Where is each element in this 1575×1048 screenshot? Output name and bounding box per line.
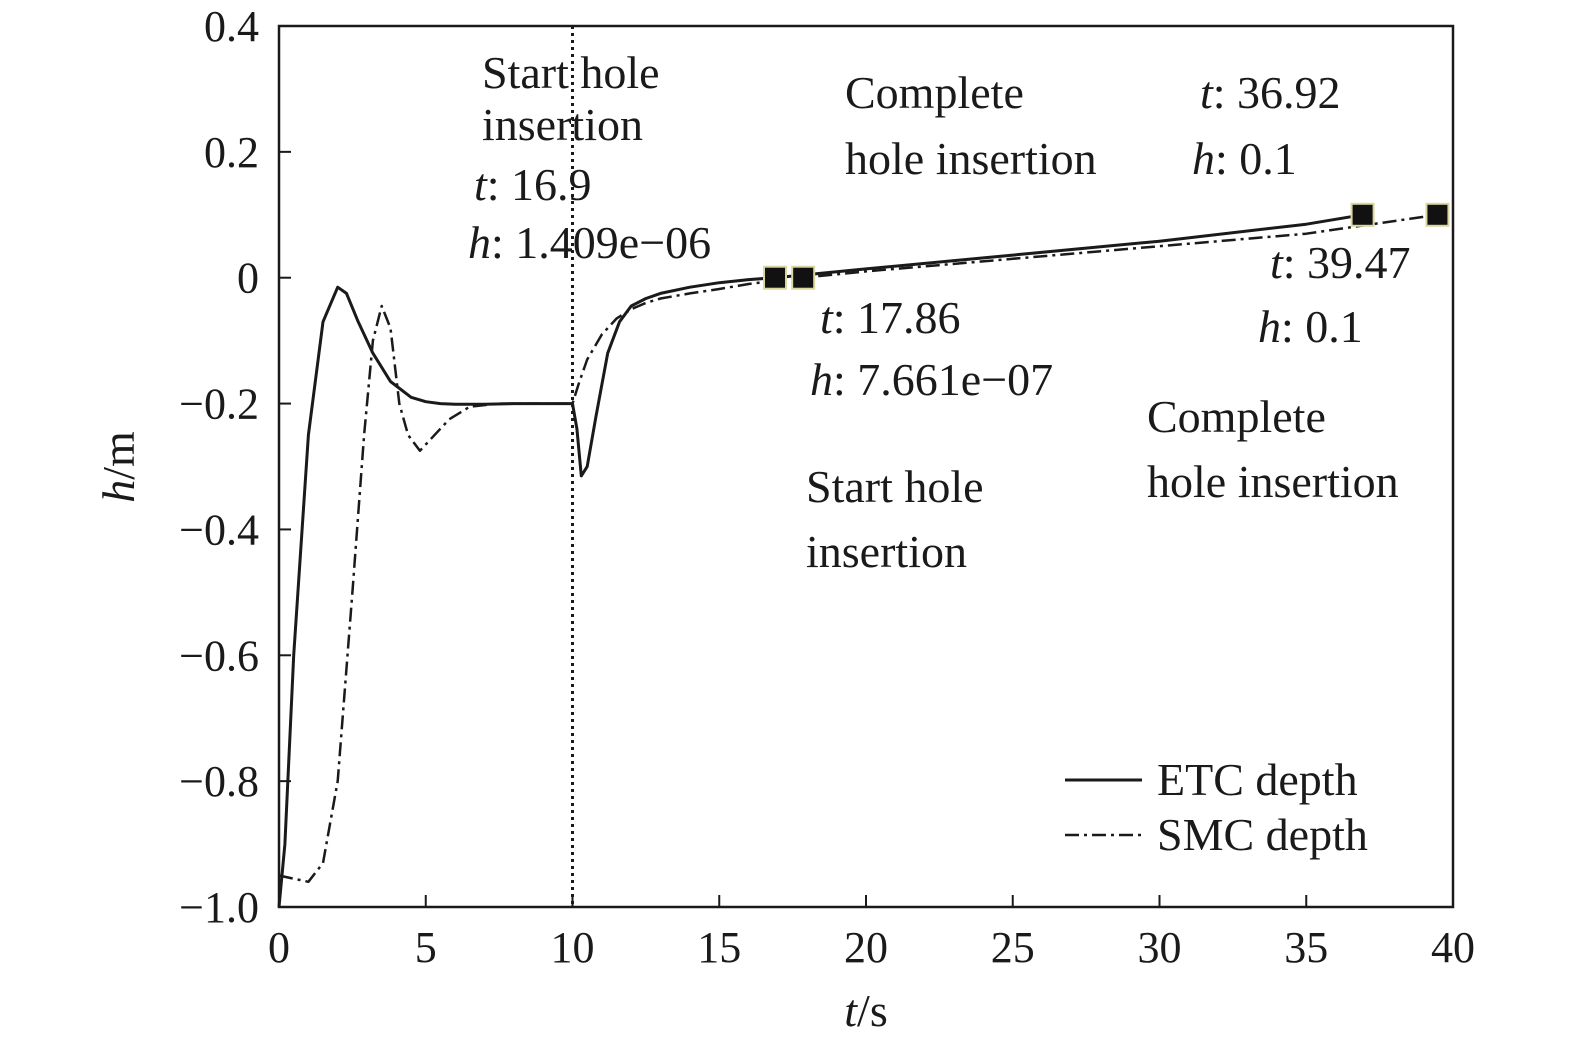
annotation-etc-start-h-var: h: [468, 217, 491, 268]
x-axis-title-var: t: [844, 985, 858, 1036]
x-axis-title: t/s: [844, 985, 887, 1036]
y-tick-label-0: 0: [237, 254, 259, 303]
annotation-smc-complete-h: h: 0.1: [1258, 301, 1363, 352]
annotation-smc-start-h-value: : 7.661e−07: [833, 354, 1053, 405]
annotation-smc-complete: t: 39.47 h: 0.1 Complete hole insertion: [1147, 237, 1411, 507]
legend-label-smc: SMC depth: [1157, 809, 1368, 860]
annotation-smc-start-label-line2: insertion: [806, 526, 967, 577]
annotation-smc-complete-t: t: 39.47: [1270, 237, 1411, 288]
annotation-etc-complete-t: t: 36.92: [1200, 67, 1341, 118]
x-tick-label-35: 35: [1284, 923, 1328, 972]
annotation-etc-complete-h: h: 0.1: [1192, 133, 1297, 184]
x-axis-title-unit: /s: [857, 985, 888, 1036]
plot-layer: 0 5 10 15 20 25 30 35 40 0.4 0.2 0 −0.2 −0.4 −0.6 −0.8 −…: [179, 2, 1475, 972]
annotation-etc-start-t-var: t: [474, 159, 488, 210]
x-tick-label-0: 0: [268, 923, 290, 972]
annotation-smc-start-h-var: h: [810, 354, 833, 405]
annotation-etc-complete-label-line2: hole insertion: [845, 133, 1097, 184]
datatip-marker-1: [763, 265, 788, 290]
datatip-marker-3: [1350, 202, 1375, 227]
y-tick-label-0.2: 0.2: [204, 128, 259, 177]
annotation-etc-start-label-line2: insertion: [482, 99, 643, 150]
annotation-smc-complete-h-value: : 0.1: [1281, 301, 1363, 352]
annotation-etc-start-h: h: 1.409e−06: [468, 217, 711, 268]
annotation-smc-start-label-line1: Start hole: [806, 461, 984, 512]
x-tick-label-15: 15: [697, 923, 741, 972]
annotation-etc-complete-t-var: t: [1200, 67, 1214, 118]
y-tick-label--0.8: −0.8: [179, 757, 259, 806]
annotation-smc-start: t: 17.86 h: 7.661e−07 Start hole inserti…: [806, 292, 1053, 577]
annotation-etc-complete-label-line1: Complete: [845, 67, 1024, 118]
y-axis-title-unit: /m: [93, 431, 144, 480]
annotation-smc-start-h: h: 7.661e−07: [810, 354, 1053, 405]
datatip-marker-4: [1425, 202, 1450, 227]
annotation-etc-start: Start hole insertion t: 16.9 h: 1.409e−0…: [468, 47, 711, 268]
x-tick-label-25: 25: [991, 923, 1035, 972]
annotation-etc-complete-h-var: h: [1192, 133, 1215, 184]
annotation-smc-complete-h-var: h: [1258, 301, 1281, 352]
annotation-etc-complete-t-value: : 36.92: [1213, 67, 1341, 118]
annotation-etc-complete: Complete hole insertion t: 36.92 h: 0.1: [845, 67, 1341, 184]
y-axis-title: h/m: [93, 431, 144, 503]
legend: ETC depth SMC depth: [1065, 754, 1368, 860]
annotation-etc-start-t-value: : 16.9: [487, 159, 592, 210]
x-tick-label-10: 10: [551, 923, 595, 972]
y-tick-label--1: −1.0: [179, 883, 259, 932]
annotation-smc-complete-t-value: : 39.47: [1283, 237, 1411, 288]
legend-label-etc: ETC depth: [1157, 754, 1358, 805]
annotation-smc-start-t-value: : 17.86: [833, 292, 961, 343]
y-tick-label--0.6: −0.6: [179, 631, 259, 680]
x-tick-label-30: 30: [1138, 923, 1182, 972]
annotation-smc-start-t: t: 17.86: [820, 292, 961, 343]
annotation-smc-start-t-var: t: [820, 292, 834, 343]
x-tick-label-20: 20: [844, 923, 888, 972]
y-tick-label--0.4: −0.4: [179, 505, 259, 554]
x-tick-label-40: 40: [1431, 923, 1475, 972]
y-axis-title-var: h: [93, 480, 144, 503]
annotation-etc-complete-h-value: : 0.1: [1215, 133, 1297, 184]
annotation-smc-complete-label-line1: Complete: [1147, 391, 1326, 442]
y-tick-label-0.4: 0.4: [204, 2, 259, 51]
annotation-smc-complete-t-var: t: [1270, 237, 1284, 288]
annotation-etc-start-t: t: 16.9: [474, 159, 592, 210]
x-tick-label-5: 5: [415, 923, 437, 972]
annotation-etc-start-h-value: : 1.409e−06: [491, 217, 711, 268]
annotation-smc-complete-label-line2: hole insertion: [1147, 456, 1399, 507]
y-tick-label--0.2: −0.2: [179, 380, 259, 429]
annotation-etc-start-label-line1: Start hole: [482, 47, 660, 98]
datatip-marker-2: [791, 265, 816, 290]
